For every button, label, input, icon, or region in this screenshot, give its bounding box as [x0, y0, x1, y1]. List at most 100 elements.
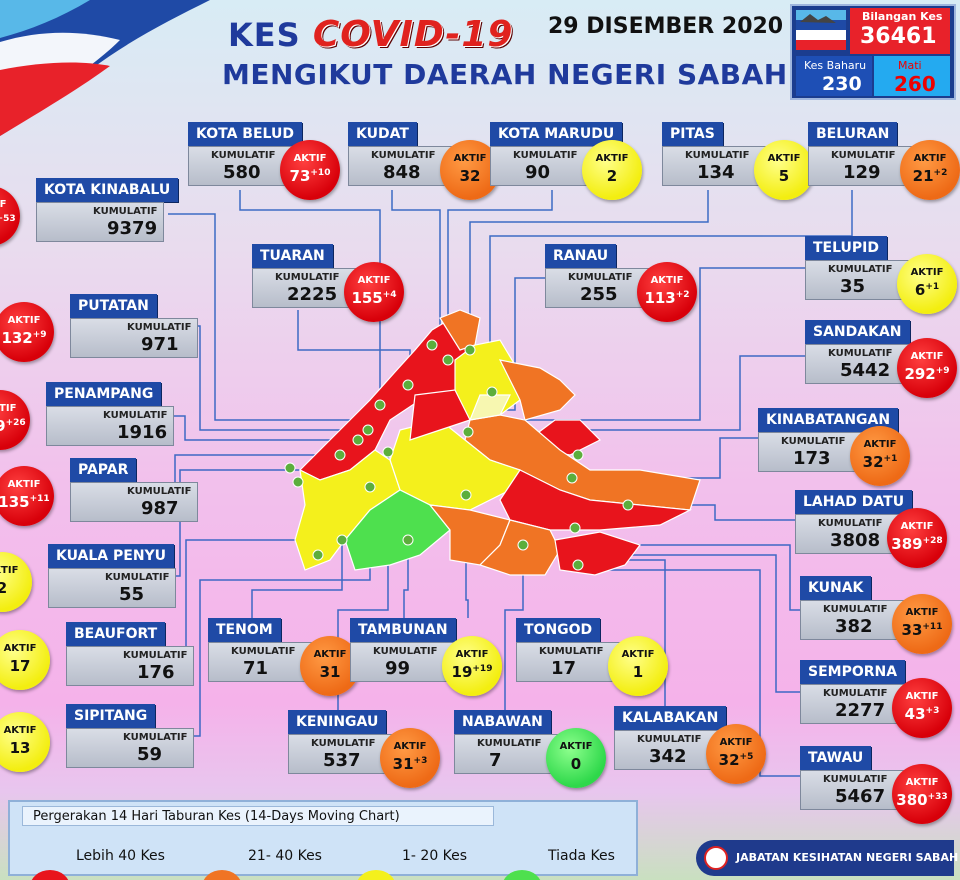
kumulatif-label: KUMULATIF: [123, 732, 188, 743]
aktif-count: 135: [0, 493, 30, 511]
district-name: TELUPID: [805, 236, 887, 260]
aktif-count: 31: [392, 755, 414, 773]
district-name: TENOM: [208, 618, 281, 642]
kumulatif-box: KUMULATIF 1916: [46, 406, 174, 446]
kumulatif-value: 17: [551, 658, 577, 679]
kumulatif-value: 580: [223, 162, 261, 183]
deaths-value: 260: [894, 72, 936, 96]
aktif-value: 389+28: [887, 535, 947, 553]
total-cases-value: 36461: [860, 24, 937, 49]
aktif-label: AKTIF: [0, 565, 19, 576]
aktif-count: 32: [718, 751, 740, 769]
kumulatif-value: 2225: [287, 284, 338, 305]
aktif-badge: AKTIF 155+4: [344, 262, 404, 322]
aktif-count: 0: [570, 755, 582, 773]
district-name: SANDAKAN: [805, 320, 910, 344]
kumulatif-label: KUMULATIF: [123, 650, 188, 661]
aktif-count: 19: [451, 663, 473, 681]
aktif-delta: +4: [382, 290, 397, 300]
kumulatif-label: KUMULATIF: [828, 264, 893, 275]
aktif-count: 409: [0, 417, 6, 435]
aktif-label: AKTIF: [453, 153, 487, 164]
kumulatif-label: KUMULATIF: [275, 272, 340, 283]
kumulatif-label: KUMULATIF: [373, 646, 438, 657]
aktif-badge: AKTIF 135+11: [0, 466, 54, 526]
aktif-delta: +3: [413, 756, 428, 766]
deaths-label: Mati: [898, 59, 922, 72]
kumulatif-value: 55: [119, 584, 145, 605]
legend-label: Lebih 40 Kes: [76, 848, 165, 864]
aktif-delta: +28: [922, 536, 943, 546]
aktif-count: 1: [632, 663, 644, 681]
kumulatif-label: KUMULATIF: [211, 150, 276, 161]
new-cases-box: Kes Baharu 230: [796, 56, 872, 96]
aktif-value: 292+9: [897, 365, 957, 383]
kumulatif-value: 5467: [835, 786, 886, 807]
kumulatif-label: KUMULATIF: [568, 272, 633, 283]
aktif-label: AKTIF: [0, 403, 17, 414]
aktif-badge: AKTIF 32+1: [850, 426, 910, 486]
aktif-badge: AKTIF 5: [754, 140, 814, 200]
aktif-label: AKTIF: [905, 607, 939, 618]
new-cases-value: 230: [822, 73, 862, 95]
aktif-delta: +9: [935, 366, 950, 376]
aktif-count: 113: [644, 289, 676, 307]
district-name: KENINGAU: [288, 710, 387, 734]
kumulatif-value: 848: [383, 162, 421, 183]
kumulatif-value: 987: [141, 498, 179, 519]
aktif-label: AKTIF: [621, 649, 655, 660]
kumulatif-value: 176: [137, 662, 175, 683]
aktif-label: AKTIF: [719, 737, 753, 748]
aktif-delta: +19: [472, 664, 493, 674]
kumulatif-label: KUMULATIF: [311, 738, 376, 749]
aktif-label: AKTIF: [7, 479, 41, 490]
kumulatif-box: KUMULATIF 55: [48, 568, 176, 608]
kumulatif-label: KUMULATIF: [818, 518, 883, 529]
kumulatif-value: 59: [137, 744, 163, 765]
kumulatif-value: 1916: [117, 422, 168, 443]
new-cases-label: Kes Baharu: [804, 59, 867, 72]
aktif-label: AKTIF: [559, 741, 593, 752]
sabah-flag-icon: [796, 10, 846, 50]
legend-swatch-orange: [202, 870, 242, 880]
district-name: KALABAKAN: [614, 706, 727, 730]
total-cases-box: Bilangan Kes 36461: [850, 8, 950, 54]
title-line-2: MENGIKUT DAERAH NEGERI SABAH: [222, 58, 788, 91]
kumulatif-value: 90: [525, 162, 551, 183]
aktif-delta: +2: [933, 168, 948, 178]
aktif-value: 21+2: [900, 167, 960, 185]
aktif-label: AKTIF: [905, 691, 939, 702]
aktif-label: AKTIF: [905, 777, 939, 788]
aktif-badge: AKTIF 2: [582, 140, 642, 200]
kumulatif-label: KUMULATIF: [371, 150, 436, 161]
aktif-label: AKTIF: [0, 199, 7, 210]
district-name: BEAUFORT: [66, 622, 166, 646]
aktif-delta: +1: [925, 282, 940, 292]
kumulatif-label: KUMULATIF: [539, 646, 604, 657]
legend-swatch-yellow: [356, 870, 396, 880]
aktif-label: AKTIF: [7, 315, 41, 326]
kumulatif-value: 2277: [835, 700, 886, 721]
aktif-badge: AKTIF 292+9: [897, 338, 957, 398]
kumulatif-label: KUMULATIF: [513, 150, 578, 161]
district-name: KUALA PENYU: [48, 544, 175, 568]
kumulatif-value: 3808: [830, 530, 881, 551]
aktif-count: 292: [904, 365, 936, 383]
aktif-delta: +3: [925, 706, 940, 716]
aktif-badge: AKTIF 31+3: [380, 728, 440, 788]
kumulatif-label: KUMULATIF: [831, 150, 896, 161]
aktif-value: 32+5: [706, 751, 766, 769]
department-name: JABATAN KESIHATAN NEGERI SABAH: [736, 851, 959, 864]
aktif-value: 32+1: [850, 453, 910, 471]
kumulatif-value: 971: [141, 334, 179, 355]
legend-label: 1- 20 Kes: [402, 848, 468, 864]
kumulatif-label: KUMULATIF: [231, 646, 296, 657]
kumulatif-label: KUMULATIF: [828, 348, 893, 359]
aktif-value: 5: [754, 167, 814, 185]
district-name: TONGOD: [516, 618, 601, 642]
kumulatif-box: KUMULATIF 59: [66, 728, 194, 768]
aktif-value: 17: [0, 657, 50, 675]
aktif-badge: AKTIF 17: [0, 630, 50, 690]
aktif-count: 2: [0, 579, 8, 597]
